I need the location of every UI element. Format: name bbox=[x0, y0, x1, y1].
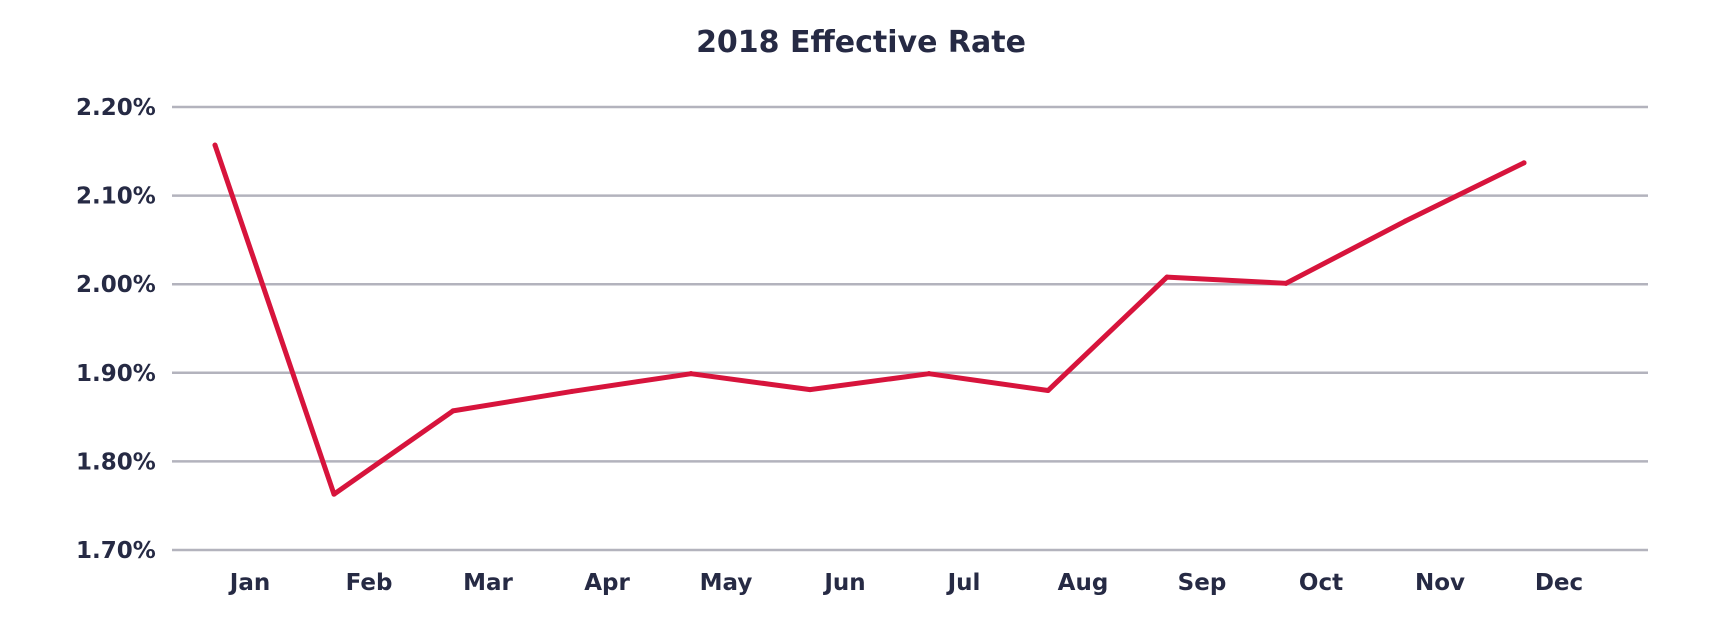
x-tick-label: Nov bbox=[1415, 570, 1465, 596]
x-tick-label: Oct bbox=[1299, 570, 1343, 596]
data-point bbox=[688, 371, 694, 377]
x-tick-label: Mar bbox=[463, 570, 513, 596]
data-point bbox=[1283, 280, 1289, 286]
gridlines bbox=[172, 105, 1648, 552]
x-axis-tick-labels: Jan Feb Mar Apr May Jun Jul Aug Sep Oct Nov Dec bbox=[228, 570, 1583, 596]
data-point bbox=[450, 408, 456, 414]
y-tick-label: 2.10% bbox=[76, 184, 156, 210]
data-point bbox=[807, 387, 813, 393]
y-tick-label: 2.00% bbox=[76, 272, 156, 298]
series-layer bbox=[212, 142, 1527, 497]
x-tick-label: Jul bbox=[946, 570, 981, 596]
series-line bbox=[212, 142, 1527, 497]
x-tick-label: Aug bbox=[1058, 570, 1109, 596]
x-tick-label: Jan bbox=[228, 570, 270, 596]
y-tick-label: 1.80% bbox=[76, 449, 156, 475]
x-tick-label: Sep bbox=[1178, 570, 1227, 596]
data-point bbox=[331, 491, 337, 497]
data-point bbox=[1521, 160, 1527, 166]
data-point bbox=[1402, 218, 1408, 224]
x-tick-label: Jun bbox=[822, 570, 865, 596]
data-point bbox=[212, 142, 218, 148]
data-point bbox=[926, 371, 932, 377]
data-point bbox=[1164, 274, 1170, 280]
data-point bbox=[569, 388, 575, 394]
x-tick-label: Feb bbox=[346, 570, 393, 596]
y-tick-label: 2.20% bbox=[76, 95, 156, 121]
y-tick-label: 1.70% bbox=[76, 538, 156, 564]
y-axis-tick-labels: 1.70% 1.80% 1.90% 2.00% 2.10% 2.20% bbox=[76, 95, 156, 564]
y-tick-label: 1.90% bbox=[76, 361, 156, 387]
x-tick-label: May bbox=[700, 570, 753, 596]
chart-title: 2018 Effective Rate bbox=[696, 25, 1026, 60]
x-tick-label: Apr bbox=[584, 570, 630, 596]
data-point bbox=[1045, 388, 1051, 394]
x-tick-label: Dec bbox=[1535, 570, 1583, 596]
